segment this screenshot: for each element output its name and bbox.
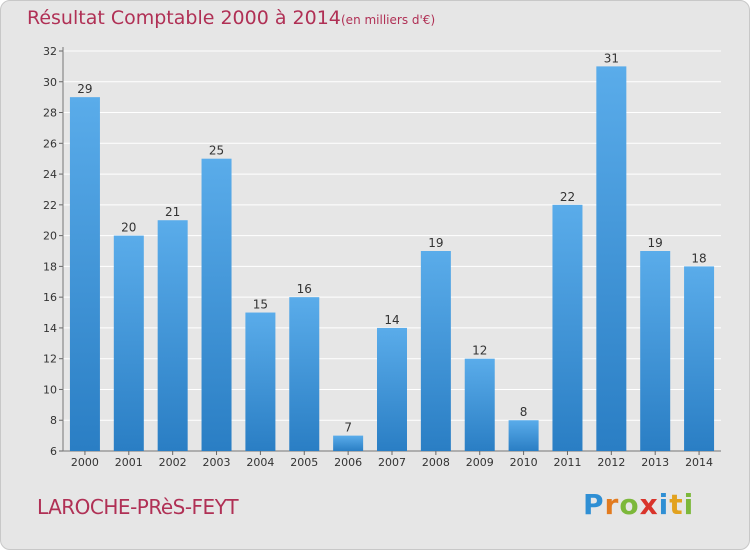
value-label: 16	[297, 282, 312, 296]
value-label: 21	[165, 205, 180, 219]
y-tick-label: 10	[43, 383, 57, 396]
x-tick-label: 2000	[71, 456, 99, 469]
y-tick-label: 6	[50, 445, 57, 458]
x-tick-label: 2013	[641, 456, 669, 469]
y-tick-label: 28	[43, 107, 57, 120]
x-tick-label: 2010	[510, 456, 538, 469]
y-tick-label: 20	[43, 230, 57, 243]
y-tick-label: 24	[43, 168, 57, 181]
bar	[377, 327, 407, 451]
chart-title: Résultat Comptable 2000 à 2014	[27, 7, 341, 29]
x-tick-labels: 2000 2001 2002 2003 2004 2005 2006 2007 2008 2009…	[71, 451, 713, 469]
bar	[157, 220, 188, 451]
logo-letter: P	[583, 488, 605, 521]
bars	[69, 66, 715, 452]
y-tick-label: 32	[43, 45, 57, 58]
x-tick-label: 2006	[334, 456, 362, 469]
value-label: 19	[428, 236, 443, 250]
value-label: 12	[472, 344, 487, 358]
logo-letter: i	[658, 488, 670, 521]
value-label: 14	[384, 313, 399, 327]
bar	[464, 358, 495, 451]
bar	[508, 420, 539, 451]
bar	[552, 204, 583, 451]
bar	[684, 266, 715, 451]
bar	[201, 158, 232, 451]
logo-letter: x	[639, 488, 659, 521]
bar	[245, 312, 276, 451]
logo-letter: t	[669, 488, 684, 521]
y-tick-labels: 6 8 10 12 14 16 18 20 22 24 26 28 30 32	[43, 45, 57, 458]
value-label: 31	[604, 51, 619, 65]
y-tick-label: 26	[43, 137, 57, 150]
value-label: 25	[209, 144, 224, 158]
value-label: 19	[648, 236, 663, 250]
proxiti-logo[interactable]: Proxiti	[583, 488, 694, 521]
value-label: 8	[520, 405, 528, 419]
x-tick-label: 2014	[685, 456, 713, 469]
bar	[69, 97, 100, 452]
value-label: 29	[77, 82, 92, 96]
y-tick-label: 8	[50, 414, 57, 427]
logo-letter: i	[683, 488, 695, 521]
x-tick-label: 2007	[378, 456, 406, 469]
bar	[289, 297, 320, 451]
x-tick-label: 2009	[466, 456, 494, 469]
bar	[420, 251, 451, 451]
chart-subtitle: (en milliers d'€)	[341, 13, 436, 27]
x-tick-label: 2004	[246, 456, 274, 469]
y-tick-label: 16	[43, 291, 57, 304]
x-tick-label: 2011	[553, 456, 581, 469]
bar	[333, 435, 364, 451]
logo-letter: o	[619, 488, 640, 521]
x-tick-label: 2008	[422, 456, 450, 469]
x-tick-label: 2002	[159, 456, 187, 469]
commune-name: LAROCHE-PRèS-FEYT	[37, 495, 239, 519]
y-tick-label: 18	[43, 260, 57, 273]
x-tick-label: 2012	[597, 456, 625, 469]
x-tick-label: 2003	[203, 456, 231, 469]
x-tick-label: 2001	[115, 456, 143, 469]
value-labels: 29 20 21 25 15 16 7 14 19 12 8 22 31 19 18	[77, 51, 706, 434]
value-label: 15	[253, 298, 268, 312]
logo-letter: r	[604, 488, 620, 521]
y-tick-label: 12	[43, 353, 57, 366]
value-label: 18	[691, 251, 706, 265]
y-tick-label: 22	[43, 199, 57, 212]
value-label: 22	[560, 190, 575, 204]
bar	[640, 251, 671, 451]
y-tick-label: 14	[43, 322, 57, 335]
bar	[113, 235, 144, 451]
y-tick-label: 30	[43, 76, 57, 89]
value-label: 7	[344, 421, 352, 435]
bar	[596, 66, 627, 451]
x-tick-label: 2005	[290, 456, 318, 469]
value-label: 20	[121, 221, 136, 235]
